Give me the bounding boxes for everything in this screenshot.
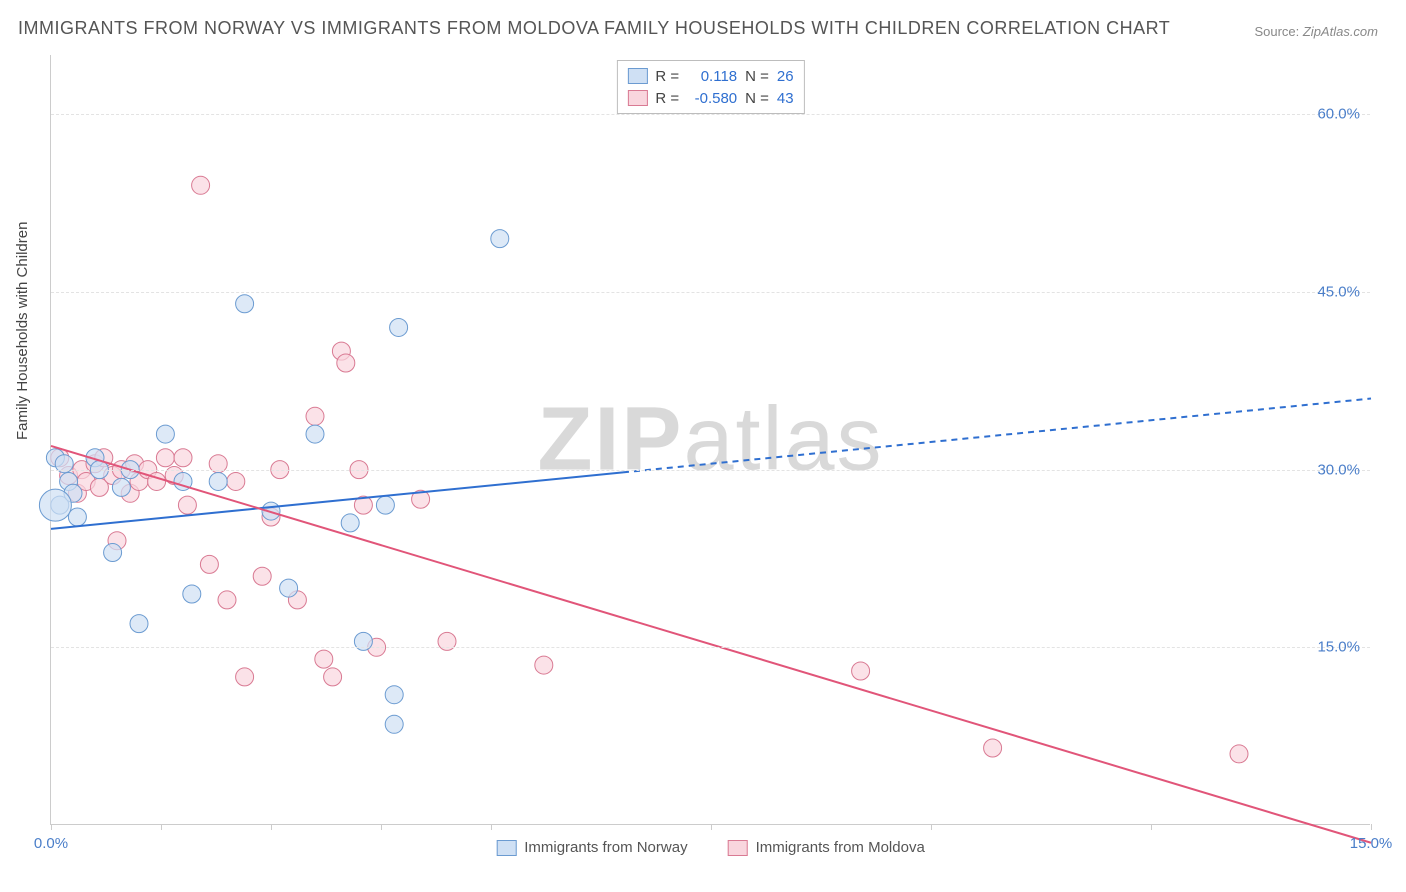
data-point bbox=[852, 662, 870, 680]
data-point bbox=[324, 668, 342, 686]
data-point bbox=[174, 449, 192, 467]
data-point bbox=[209, 472, 227, 490]
data-point bbox=[104, 544, 122, 562]
x-tick-label: 15.0% bbox=[1350, 835, 1393, 852]
gridline-h bbox=[51, 470, 1370, 471]
data-point bbox=[376, 496, 394, 514]
data-point bbox=[491, 230, 509, 248]
gridline-h bbox=[51, 292, 1370, 293]
trend-line bbox=[51, 446, 1371, 843]
data-point bbox=[385, 686, 403, 704]
swatch-moldova-bottom bbox=[728, 840, 748, 856]
x-tick bbox=[51, 824, 52, 830]
source-link[interactable]: ZipAtlas.com bbox=[1303, 24, 1378, 39]
data-point bbox=[385, 715, 403, 733]
legend-item-norway: Immigrants from Norway bbox=[496, 839, 687, 856]
x-tick bbox=[491, 824, 492, 830]
data-point bbox=[218, 591, 236, 609]
x-tick bbox=[931, 824, 932, 830]
x-tick bbox=[1371, 824, 1372, 830]
data-point bbox=[236, 295, 254, 313]
data-point bbox=[280, 579, 298, 597]
data-point bbox=[337, 354, 355, 372]
data-point bbox=[200, 555, 218, 573]
data-point bbox=[306, 425, 324, 443]
x-tick bbox=[161, 824, 162, 830]
data-point bbox=[227, 472, 245, 490]
x-tick-label: 0.0% bbox=[34, 835, 68, 852]
chart-title: IMMIGRANTS FROM NORWAY VS IMMIGRANTS FRO… bbox=[18, 18, 1170, 39]
data-point bbox=[192, 176, 210, 194]
plot-area: ZIPatlas R = 0.118 N = 26 R = -0.580 N =… bbox=[50, 55, 1370, 825]
y-tick-label: 60.0% bbox=[1317, 106, 1360, 123]
data-point bbox=[156, 425, 174, 443]
legend-bottom: Immigrants from Norway Immigrants from M… bbox=[496, 839, 925, 856]
data-point bbox=[390, 318, 408, 336]
plot-svg bbox=[51, 55, 1370, 824]
data-point bbox=[253, 567, 271, 585]
data-point bbox=[183, 585, 201, 603]
data-point bbox=[236, 668, 254, 686]
y-axis-label: Family Households with Children bbox=[14, 222, 31, 440]
data-point bbox=[156, 449, 174, 467]
data-point bbox=[315, 650, 333, 668]
data-point bbox=[68, 508, 86, 526]
data-point bbox=[1230, 745, 1248, 763]
legend-item-moldova: Immigrants from Moldova bbox=[728, 839, 925, 856]
data-point bbox=[984, 739, 1002, 757]
x-tick bbox=[271, 824, 272, 830]
data-point bbox=[178, 496, 196, 514]
x-tick bbox=[1151, 824, 1152, 830]
data-point bbox=[112, 478, 130, 496]
data-point bbox=[341, 514, 359, 532]
y-tick-label: 45.0% bbox=[1317, 283, 1360, 300]
swatch-norway-bottom bbox=[496, 840, 516, 856]
trend-line-dashed bbox=[623, 399, 1371, 473]
data-point bbox=[130, 615, 148, 633]
x-tick bbox=[711, 824, 712, 830]
x-tick bbox=[381, 824, 382, 830]
data-point bbox=[535, 656, 553, 674]
data-point bbox=[39, 489, 71, 521]
y-tick-label: 15.0% bbox=[1317, 639, 1360, 656]
y-tick-label: 30.0% bbox=[1317, 461, 1360, 478]
data-point bbox=[306, 407, 324, 425]
legend-label-moldova: Immigrants from Moldova bbox=[756, 839, 925, 856]
legend-label-norway: Immigrants from Norway bbox=[524, 839, 687, 856]
gridline-h bbox=[51, 647, 1370, 648]
gridline-h bbox=[51, 114, 1370, 115]
source-prefix: Source: bbox=[1254, 24, 1302, 39]
source-attribution: Source: ZipAtlas.com bbox=[1254, 24, 1378, 39]
